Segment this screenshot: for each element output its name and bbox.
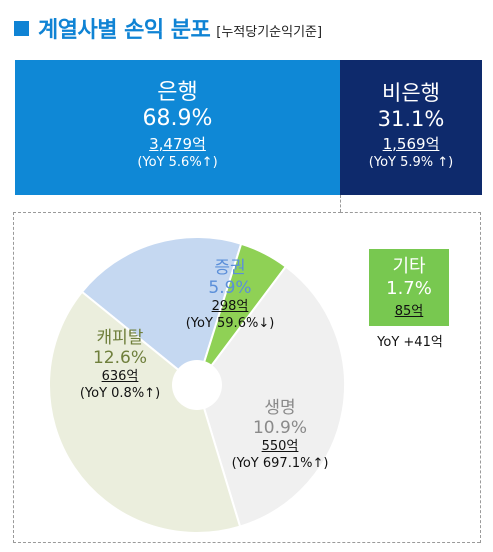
label-etc-pct: 1.7% — [386, 278, 432, 299]
label-life-yoy: (YoY 697.1%↑) — [231, 456, 329, 471]
dashed-frame-bottom — [13, 542, 480, 543]
label-securities-amount: 298억 — [211, 299, 249, 314]
label-life-amount: 550억 — [261, 439, 299, 454]
dashed-frame-left — [13, 212, 341, 543]
pie-slice-캐피탈 — [48, 290, 242, 534]
label-life-name: 생명 — [264, 398, 296, 418]
label-etc-name: 기타 — [392, 256, 426, 277]
chart-title-row: 계열사별 손익 분포 [누적당기순익기준] — [14, 13, 322, 43]
bank-panel: 은행 68.9% 3,479억 (YoY 5.6%↑) — [15, 60, 340, 195]
label-capital-pct: 12.6% — [92, 348, 147, 368]
label-etc-yoy: YoY +41억 — [377, 335, 443, 350]
pie-slice-증권 — [80, 236, 243, 387]
nonbank-yoy: (YoY 5.9% ↑) — [368, 155, 454, 170]
dashed-connector — [340, 195, 341, 212]
label-capital: 캐피탈 12.6% 636억 (YoY 0.8%↑) — [60, 328, 180, 402]
label-etc-box: 기타 1.7% 85억 — [369, 249, 449, 326]
pie-center-hole — [172, 360, 222, 410]
label-etc-amount: 85억 — [394, 304, 424, 319]
label-securities: 증권 5.9% 298억 (YoY 59.6%↓) — [170, 258, 290, 332]
label-securities-name: 증권 — [214, 258, 246, 278]
bank-name: 은행 — [157, 80, 198, 105]
pie-slice-생명 — [195, 265, 346, 528]
nonbank-name: 비은행 — [382, 81, 440, 105]
nonbank-panel: 비은행 31.1% 1,569억 (YoY 5.9% ↑) — [340, 60, 482, 195]
label-securities-yoy: (YoY 59.6%↓) — [185, 316, 275, 331]
chart-subtitle: [누적당기순익기준] — [216, 24, 323, 40]
label-capital-amount: 636억 — [101, 369, 139, 384]
label-capital-yoy: (YoY 0.8%↑) — [79, 386, 161, 401]
label-life: 생명 10.9% 550억 (YoY 697.1%↑) — [210, 398, 350, 472]
bank-amount: 3,479억 — [149, 135, 206, 153]
label-capital-name: 캐피탈 — [96, 328, 144, 348]
bank-pct: 68.9% — [142, 106, 213, 131]
label-securities-pct: 5.9% — [208, 278, 252, 298]
nonbank-pct: 31.1% — [377, 107, 445, 131]
nonbank-amount: 1,569억 — [382, 135, 440, 153]
title-square-icon — [14, 20, 29, 36]
chart-title: 계열사별 손익 분포 — [38, 18, 211, 43]
bank-yoy: (YoY 5.6%↑) — [137, 155, 218, 170]
label-life-pct: 10.9% — [252, 418, 307, 438]
dashed-frame-right — [340, 212, 481, 543]
